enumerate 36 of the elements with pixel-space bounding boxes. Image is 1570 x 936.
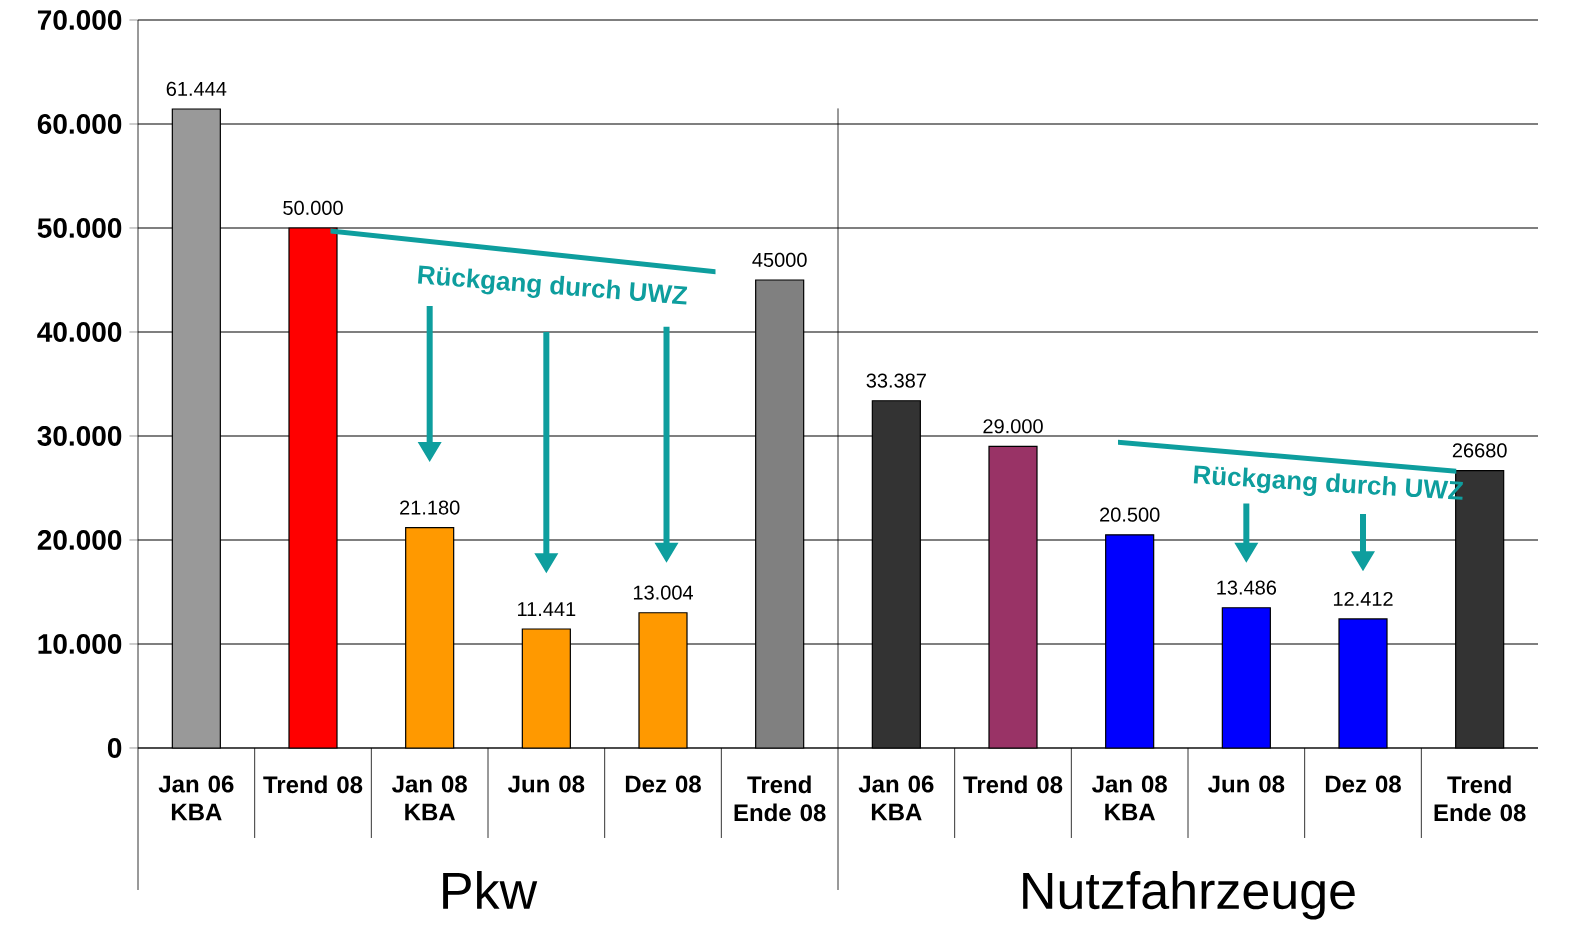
text: Nutzfahrzeuge [1023,871,1355,920]
x-tick-label: Jan 08 KBA [1092,775,1167,821]
x-tick-label: Jan 06 KBA [158,775,234,821]
data-label: 20.500 [1100,507,1160,522]
annotation: Rückgang durch UWZ [418,265,688,305]
x-tick-label: Jun 08 [1208,775,1285,793]
data-label: 29.000 [983,419,1043,434]
data-label: 21.180 [400,500,460,515]
x-tick-label: Dez 08 [1325,775,1401,793]
data-label: 13.004 [633,585,693,600]
x-tick-label: Trend 08 [963,775,1063,794]
y-tick-label: 60.000 [37,114,122,134]
data-label: 50.000 [283,200,343,215]
y-tick-label: 0 [107,738,122,758]
y-tick-label: 10.000 [38,634,122,654]
data-label: 61.444 [166,81,227,96]
y-tick-label: 20.000 [37,530,122,550]
text: Pkw [443,871,538,909]
y-tick-label: 70.000 [37,10,122,30]
x-tick-label: Jan 06 KBA [858,775,934,821]
x-tick-label: Dez 08 [625,775,701,793]
x-tick-label: Trend Ende 08 [1434,775,1526,822]
data-label: 45000 [752,252,807,267]
x-tick-label: Trend Ende 08 [734,775,826,822]
x-tick-label: Trend 08 [263,775,363,794]
x-tick-label: Jun 08 [508,775,585,793]
y-tick-label: 40.000 [37,322,122,342]
data-label: 12.412 [1333,591,1393,606]
data-label: 33.387 [866,373,926,388]
data-label: 11.441 [518,602,576,616]
annotation: Rückgang durch UWZ [1193,465,1463,500]
data-label: 26680 [1452,443,1507,458]
y-tick-label: 50.000 [37,218,122,238]
y-tick-label: 30.000 [37,426,122,446]
data-label: 13.486 [1217,580,1277,595]
x-tick-label: Jan 08 KBA [392,775,467,821]
